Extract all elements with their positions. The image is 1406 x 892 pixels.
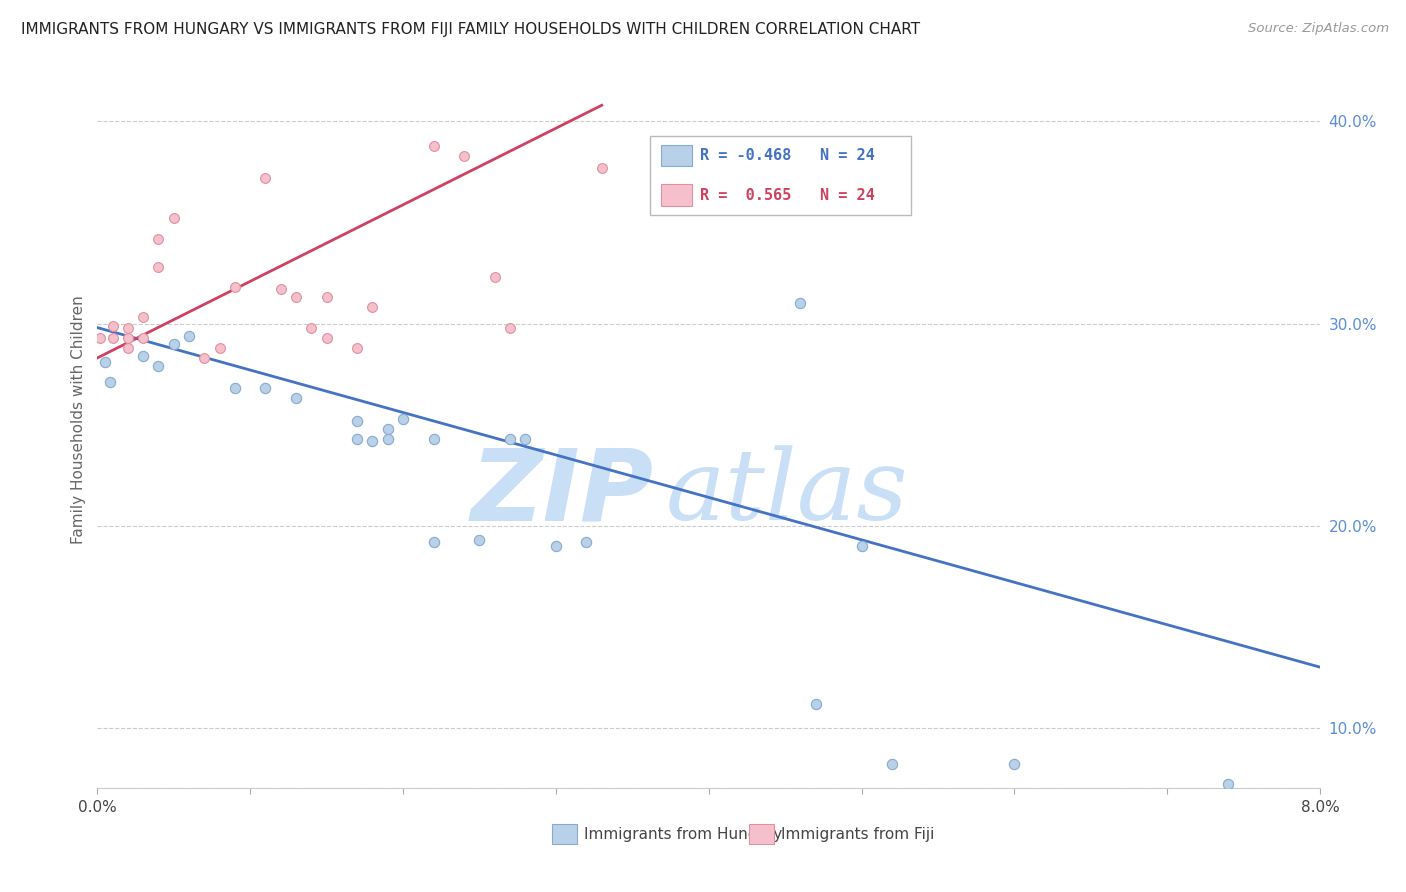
Point xyxy=(804,697,827,711)
Point xyxy=(315,331,337,345)
Point xyxy=(789,296,811,310)
Text: ZIP: ZIP xyxy=(471,445,654,541)
Point xyxy=(346,341,368,355)
Point xyxy=(361,301,384,315)
Text: Immigrants from Hungary: Immigrants from Hungary xyxy=(585,827,783,841)
Point xyxy=(132,331,155,345)
Point xyxy=(377,432,399,446)
Point xyxy=(515,432,537,446)
Point xyxy=(422,138,444,153)
Point xyxy=(94,355,117,369)
FancyBboxPatch shape xyxy=(650,136,911,215)
Point xyxy=(148,359,170,373)
Point xyxy=(193,351,215,365)
Point xyxy=(499,432,522,446)
Point xyxy=(148,232,170,246)
Point xyxy=(882,757,904,772)
Bar xyxy=(661,185,692,206)
Point xyxy=(499,320,522,334)
Text: IMMIGRANTS FROM HUNGARY VS IMMIGRANTS FROM FIJI FAMILY HOUSEHOLDS WITH CHILDREN : IMMIGRANTS FROM HUNGARY VS IMMIGRANTS FR… xyxy=(21,22,920,37)
Point xyxy=(117,341,139,355)
Point xyxy=(117,320,139,334)
Point xyxy=(315,290,337,304)
Text: R = -0.468: R = -0.468 xyxy=(700,148,792,163)
Point xyxy=(346,413,368,427)
Point xyxy=(377,422,399,436)
Point xyxy=(254,171,277,186)
Point xyxy=(453,149,475,163)
Point xyxy=(575,534,598,549)
Point xyxy=(851,539,873,553)
Bar xyxy=(748,824,773,844)
Point xyxy=(1002,757,1025,772)
Point xyxy=(89,331,111,345)
Point xyxy=(101,331,124,345)
Text: R =  0.565: R = 0.565 xyxy=(700,187,792,202)
Point xyxy=(163,211,186,226)
Point xyxy=(392,411,415,425)
Point xyxy=(422,432,444,446)
Y-axis label: Family Households with Children: Family Households with Children xyxy=(72,295,86,544)
Bar xyxy=(551,824,576,844)
Point xyxy=(759,175,782,189)
Point xyxy=(208,341,231,355)
Point xyxy=(285,392,308,406)
Text: Source: ZipAtlas.com: Source: ZipAtlas.com xyxy=(1249,22,1389,36)
Point xyxy=(591,161,613,175)
Point xyxy=(98,375,121,389)
Point xyxy=(117,331,139,345)
Text: Immigrants from Fiji: Immigrants from Fiji xyxy=(782,827,935,841)
Point xyxy=(163,336,186,351)
Point xyxy=(484,270,506,285)
Point xyxy=(132,349,155,363)
Point xyxy=(544,539,567,553)
Text: N = 24: N = 24 xyxy=(820,148,875,163)
Point xyxy=(346,432,368,446)
Point xyxy=(224,280,246,294)
Point xyxy=(285,290,308,304)
Bar xyxy=(661,145,692,167)
Point xyxy=(299,320,322,334)
Text: atlas: atlas xyxy=(666,446,908,541)
Point xyxy=(132,310,155,325)
Point xyxy=(101,318,124,333)
Point xyxy=(148,260,170,274)
Point xyxy=(1218,777,1240,791)
Point xyxy=(177,328,200,343)
Point xyxy=(361,434,384,448)
Text: N = 24: N = 24 xyxy=(820,187,875,202)
Point xyxy=(422,534,444,549)
Point xyxy=(224,381,246,395)
Point xyxy=(254,381,277,395)
Point xyxy=(468,533,491,547)
Point xyxy=(270,282,292,296)
